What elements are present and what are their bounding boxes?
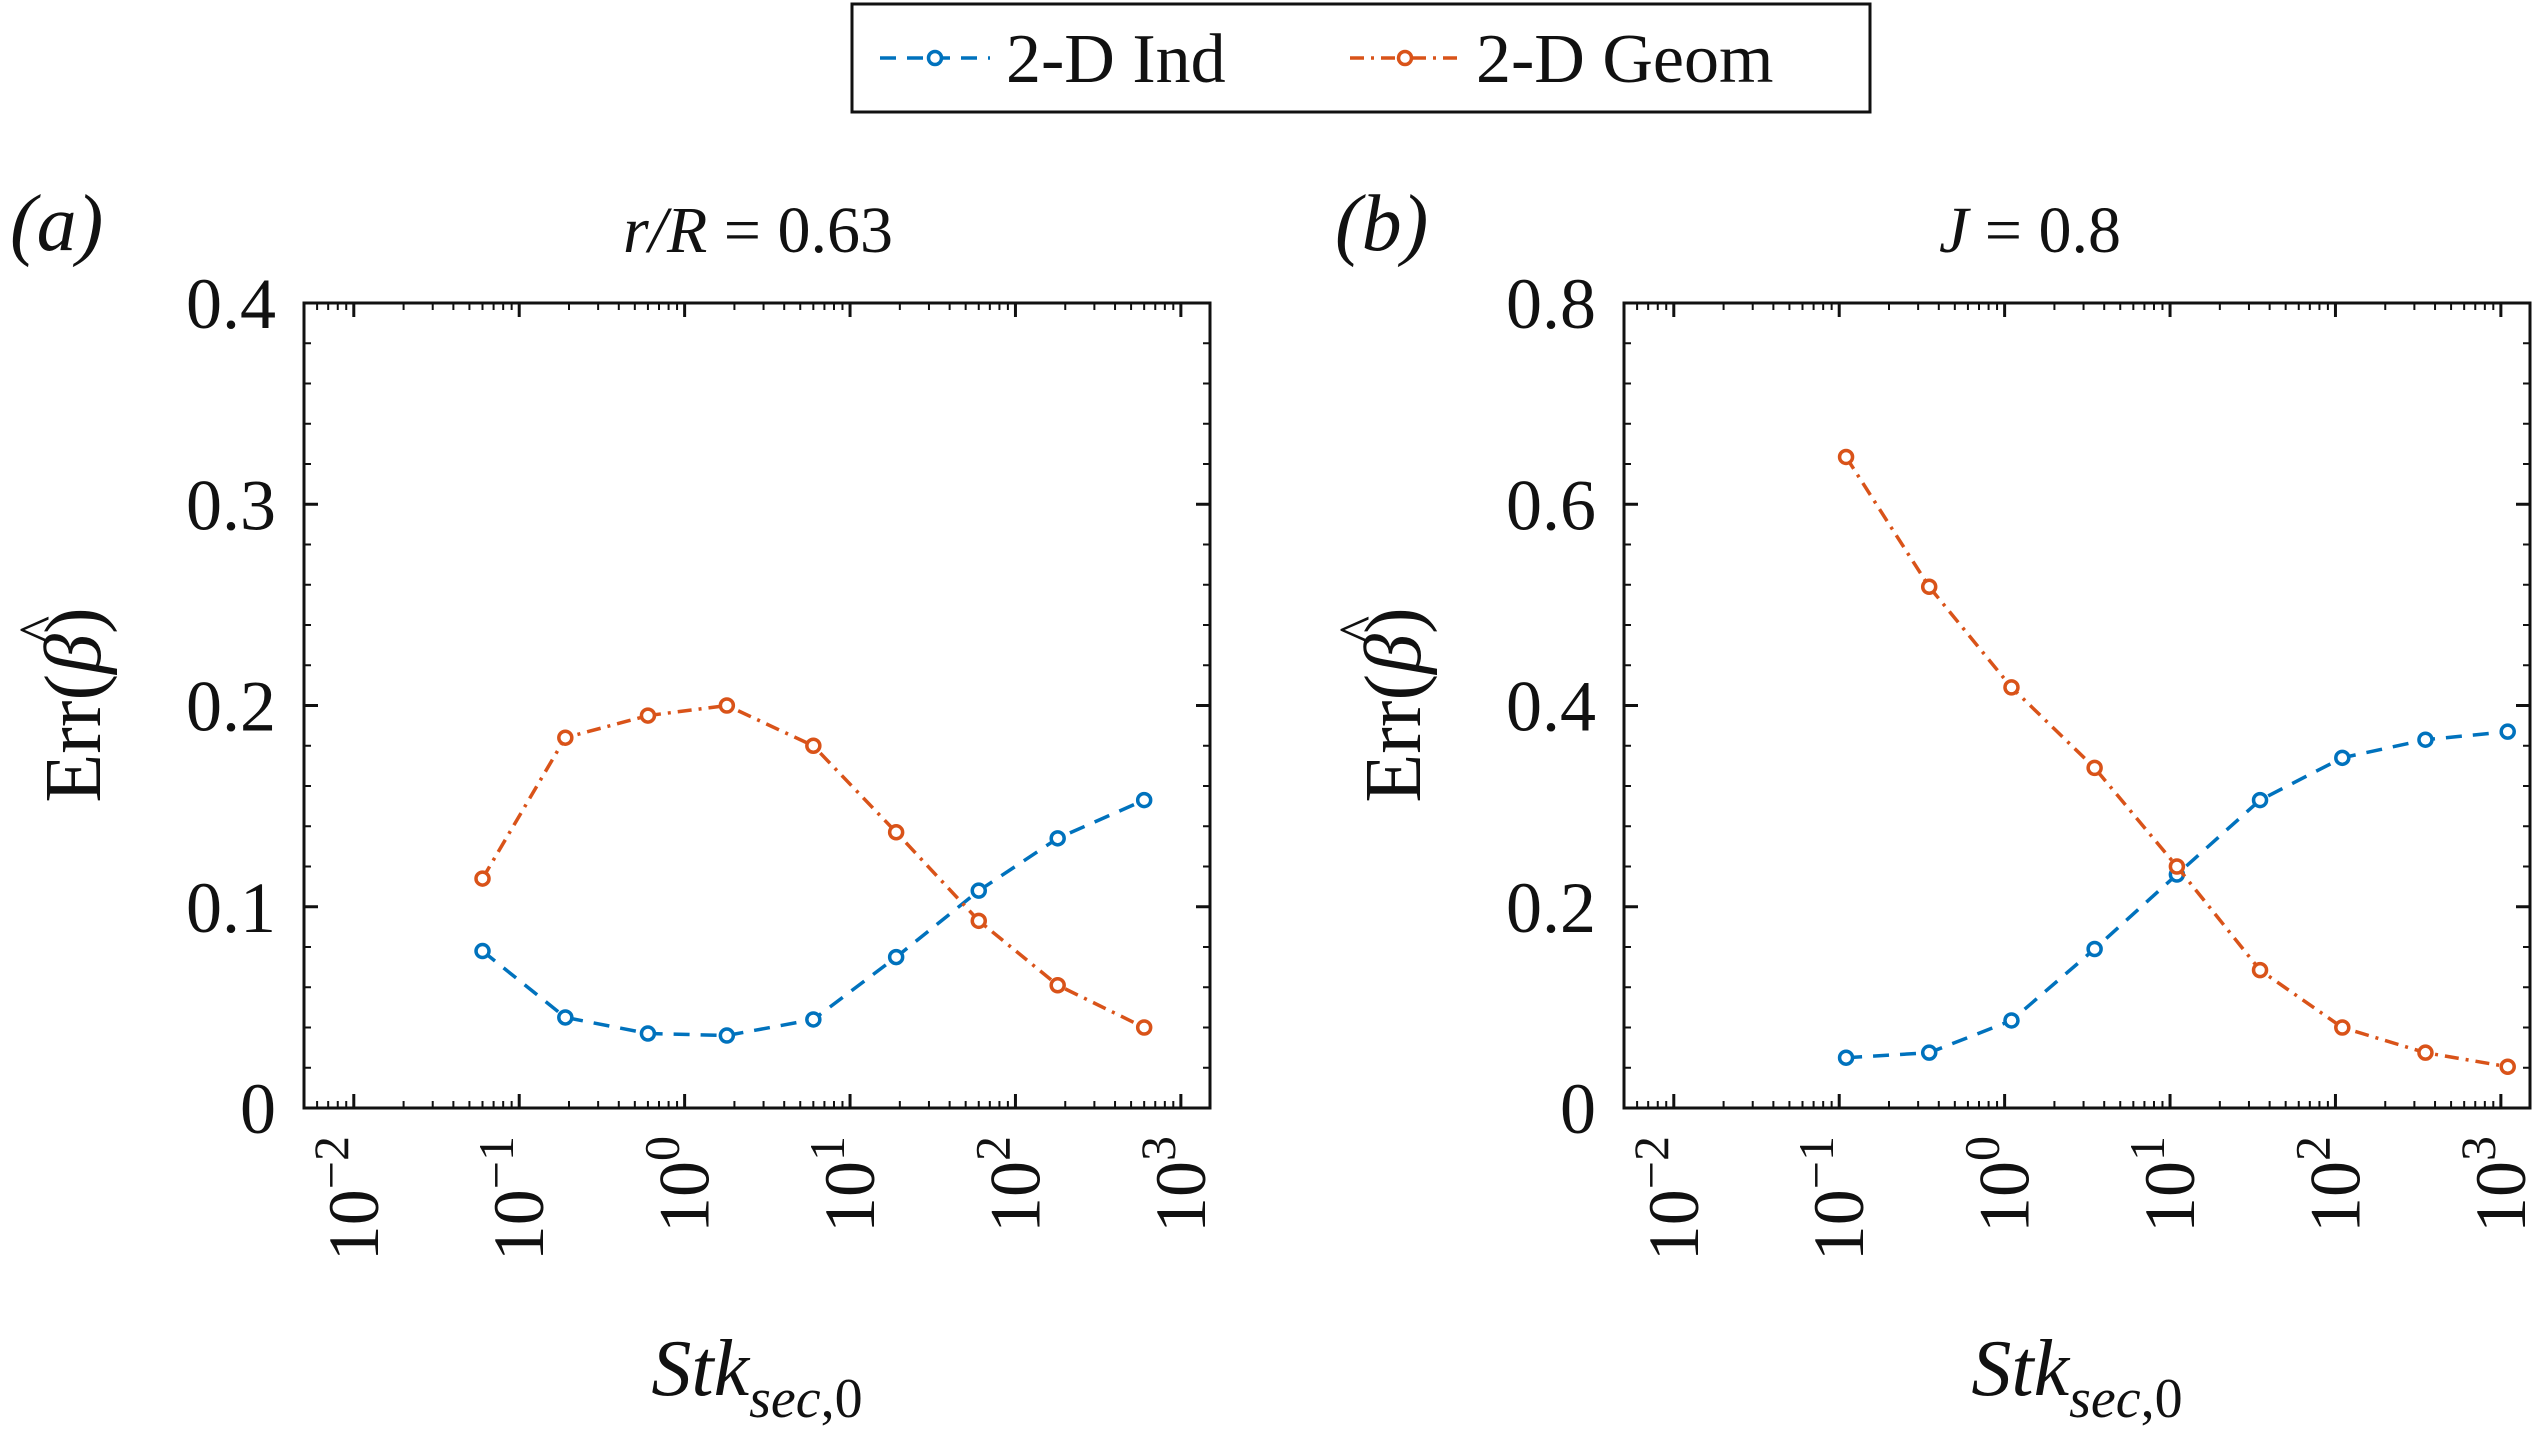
y-tick-label: 0: [240, 1069, 276, 1149]
x-tick-label: 10−1: [468, 1136, 559, 1261]
data-point-a-0: [557, 1009, 574, 1026]
y-tick-label: 0.6: [1506, 465, 1596, 545]
y-tick-label: 0.2: [186, 667, 276, 747]
legend-label-ind: 2-D Ind: [1006, 21, 1226, 98]
data-point-b-1: [2003, 679, 2020, 696]
data-point-b-0: [2499, 723, 2516, 740]
data-point-a-1: [557, 729, 574, 746]
x-tick-label: 10−2: [303, 1136, 394, 1261]
panel-title-b: J = 0.8: [1939, 194, 2121, 267]
data-point-a-1: [970, 912, 988, 930]
data-point-b-0: [2251, 791, 2269, 809]
data-point-b-0: [1920, 1044, 1938, 1061]
data-point-a-1: [805, 737, 822, 754]
y-axis-label-b-main: Err(: [1350, 674, 1438, 803]
ticks-b: 0 0.2 0.4 0.6 0.8 10−2 10−1 100 101 102 103: [1506, 264, 2539, 1261]
legend-label-geom: 2-D Geom: [1476, 21, 1773, 98]
y-axis-label-a-hat: ^: [7, 616, 73, 644]
data-point-b-1: [1920, 578, 1938, 596]
panel-title-b-var: J: [1939, 194, 1971, 267]
data-point-b-1: [2251, 961, 2269, 979]
panel-title-a-var: r/R: [623, 194, 707, 267]
x-axis-label-b: Stksec,0: [1971, 1325, 2182, 1430]
series-line-a-0: [481, 798, 1145, 1038]
data-point-a-0: [474, 942, 491, 960]
data-point-a-0: [805, 1011, 822, 1028]
y-axis-label-a-main: Err(: [30, 674, 118, 803]
y-tick-label: 0.8: [1506, 264, 1596, 344]
x-tick-label: 10−1: [1788, 1136, 1879, 1261]
y-axis-label-a: Err(β) ^: [7, 607, 118, 802]
plot-frame-a: [302, 301, 1212, 1110]
y-tick-label: 0.3: [186, 465, 276, 545]
y-tick-label: 0.4: [1506, 667, 1596, 747]
data-point-a-0: [1135, 791, 1153, 809]
svg-text:Err(β): Err(β): [30, 607, 118, 802]
series-line-a-1: [480, 703, 1145, 1030]
data-point-b-0: [2086, 940, 2103, 958]
x-tick-label: 102: [2284, 1136, 2375, 1233]
y-axis-label-b: Err(β) ^: [1327, 607, 1438, 802]
data-point-b-1: [2086, 759, 2103, 777]
data-point-a-1: [1049, 976, 1066, 994]
data-point-b-0: [2334, 749, 2351, 767]
data-point-a-1: [474, 870, 491, 887]
data-point-a-0: [1049, 830, 1066, 847]
panel-title-a: r/R = 0.63: [623, 194, 893, 267]
panel-letter-a: (a): [10, 180, 103, 268]
data-point-a-0: [887, 948, 905, 966]
panel-letter-b: (b): [1335, 180, 1428, 268]
y-axis-label-b-hat: ^: [1327, 616, 1393, 644]
data-point-b-1: [2499, 1058, 2516, 1075]
data-point-b-0: [2003, 1012, 2020, 1029]
svg-text:Err(β): Err(β): [1350, 607, 1438, 802]
data-point-a-1: [887, 824, 905, 841]
plot-frame-b: [1622, 301, 2532, 1110]
marks-b: [1837, 448, 2516, 1075]
panel-a: (a) r/R = 0.63 Err(β) ^ Stksec,0 0 0.1 0.2…: [7, 180, 1221, 1430]
data-point-b-0: [1837, 1049, 1855, 1066]
legend-entry-geom: 2-D Geom: [1350, 21, 1773, 98]
x-tick-label: 101: [799, 1136, 890, 1233]
series-line-b-1: [1844, 456, 2508, 1069]
data-point-a-1: [718, 697, 736, 714]
data-point-a-1: [639, 707, 657, 724]
x-tick-label: 103: [2450, 1136, 2539, 1233]
y-tick-label: 0.4: [186, 264, 276, 344]
data-point-a-1: [1135, 1019, 1153, 1036]
panel-title-a-rest: = 0.63: [707, 194, 893, 267]
x-tick-label: 101: [2119, 1136, 2210, 1233]
x-tick-label: 100: [634, 1136, 725, 1233]
x-tick-label: 102: [964, 1136, 1055, 1233]
x-axis-label-a: Stksec,0: [651, 1325, 862, 1430]
x-tick-label: 100: [1954, 1136, 2045, 1233]
data-point-a-0: [970, 882, 988, 899]
y-axis-label-a-close: ): [30, 607, 118, 634]
y-axis-label-b-close: ): [1350, 607, 1438, 634]
panel-title-b-rest: = 0.8: [1968, 194, 2121, 267]
ticks-a: 0 0.1 0.2 0.3 0.4 10−2 10−1 100 101 102 103: [186, 264, 1221, 1261]
data-point-a-0: [639, 1025, 657, 1042]
y-axis-label-a-var: β: [30, 634, 118, 676]
data-point-b-1: [2417, 1044, 2434, 1061]
data-point-b-0: [2417, 731, 2434, 748]
legend-marker-geom: [1396, 49, 1414, 67]
data-point-b-1: [2334, 1019, 2351, 1036]
x-tick-label: 103: [1130, 1136, 1221, 1233]
x-tick-label: 10−2: [1623, 1136, 1714, 1261]
legend: 2-D Ind 2-D Geom: [850, 2, 1872, 114]
legend-marker-ind: [926, 49, 944, 67]
legend-entry-ind: 2-D Ind: [880, 21, 1226, 98]
series-line-b-0: [1845, 729, 2508, 1060]
y-tick-label: 0.1: [186, 868, 276, 948]
data-point-b-1: [1837, 448, 1855, 466]
data-point-a-0: [718, 1027, 736, 1044]
y-tick-label: 0: [1560, 1069, 1596, 1149]
marks-a: [474, 697, 1153, 1044]
y-tick-label: 0.2: [1506, 868, 1596, 948]
panel-b: (b) J = 0.8 Err(β) ^ Stksec,0 0 0.2 0.4 0.6…: [1327, 180, 2539, 1430]
y-axis-label-b-var: β: [1350, 634, 1438, 676]
data-point-b-1: [2168, 858, 2186, 875]
